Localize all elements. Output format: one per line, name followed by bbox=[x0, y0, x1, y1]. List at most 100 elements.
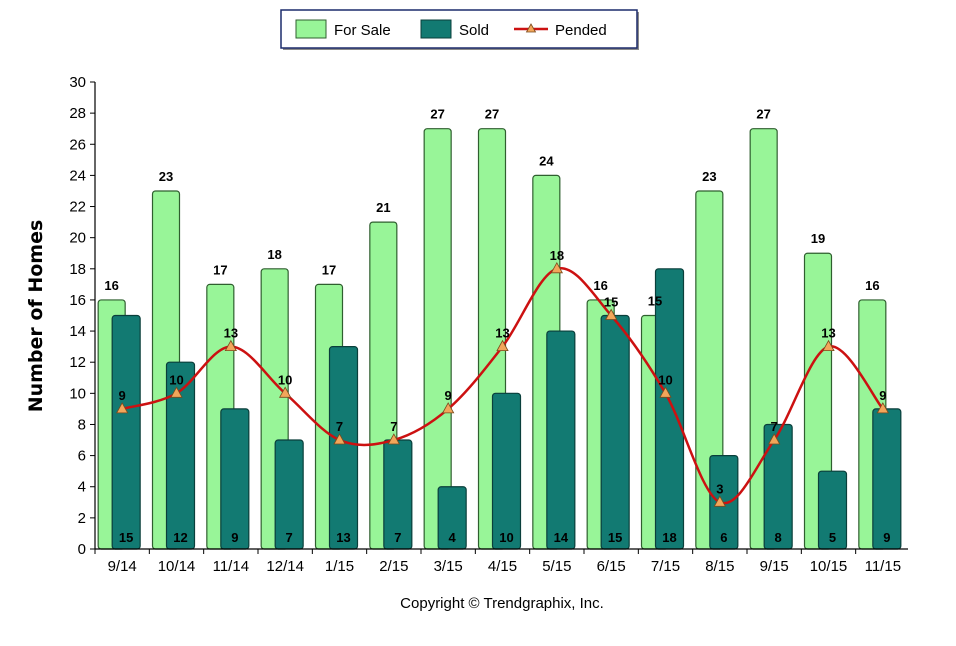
y-tick-label: 12 bbox=[69, 354, 86, 371]
pended-line bbox=[121, 267, 884, 505]
for-sale-value-label: 17 bbox=[213, 262, 227, 277]
y-tick-label: 18 bbox=[69, 261, 86, 278]
x-tick-label: 5/15 bbox=[542, 558, 571, 575]
pended-marker bbox=[224, 339, 238, 352]
legend-for-sale-swatch bbox=[295, 19, 327, 39]
pended-value-label: 13 bbox=[821, 326, 835, 341]
for-sale-value-label: 16 bbox=[104, 278, 118, 293]
pended-marker bbox=[713, 495, 727, 507]
x-tick-label: 7/15 bbox=[651, 558, 680, 575]
for-sale-value-label: 21 bbox=[376, 200, 390, 215]
sold-value-label: 14 bbox=[554, 530, 569, 545]
y-tick-label: 20 bbox=[69, 230, 86, 247]
sold-value-label: 15 bbox=[119, 530, 133, 545]
y-tick-label: 24 bbox=[69, 167, 86, 184]
sold-bar bbox=[546, 330, 576, 550]
plot-area: 16 23 17 18 17 21 27 27 24 16 15 23 27 19 16 15 12 9 7 13 7 4… bbox=[97, 107, 902, 550]
for-sale-value-label: 15 bbox=[648, 294, 662, 309]
y-tick-label: 2 bbox=[78, 510, 86, 527]
sold-bar bbox=[872, 408, 902, 550]
pended-marker bbox=[604, 308, 618, 320]
y-tick-label: 6 bbox=[78, 448, 86, 465]
x-tick-label: 11/14 bbox=[213, 558, 249, 575]
pended-value-label: 15 bbox=[604, 295, 618, 310]
sold-value-label: 4 bbox=[449, 530, 457, 545]
legend-box bbox=[280, 9, 638, 49]
for-sale-value-label: 27 bbox=[485, 107, 499, 122]
x-tick-label: 8/15 bbox=[705, 558, 734, 575]
pended-value-label: 13 bbox=[224, 326, 238, 341]
pended-marker bbox=[496, 339, 509, 352]
x-tick-label: 1/15 bbox=[325, 558, 354, 575]
for-sale-value-label: 17 bbox=[322, 262, 336, 277]
x-tick-label: 3/15 bbox=[434, 558, 463, 575]
sold-bar bbox=[491, 392, 522, 550]
for-sale-value-label: 18 bbox=[267, 247, 281, 262]
legend-sold-swatch bbox=[420, 19, 452, 39]
for-sale-value-label: 19 bbox=[811, 231, 825, 246]
y-tick-label: 10 bbox=[69, 385, 86, 402]
y-tick-label: 8 bbox=[78, 416, 86, 433]
y-tick-label: 26 bbox=[69, 136, 86, 153]
pended-value-label: 9 bbox=[445, 388, 452, 403]
y-tick-label: 30 bbox=[69, 74, 86, 91]
x-tick-label: 12/14 bbox=[266, 558, 304, 575]
sold-bar bbox=[111, 314, 141, 550]
x-tick-label: 9/15 bbox=[760, 558, 789, 575]
for-sale-value-label: 16 bbox=[593, 278, 607, 293]
pended-marker bbox=[387, 433, 401, 445]
pended-marker bbox=[550, 261, 564, 274]
pended-marker bbox=[170, 386, 183, 398]
y-tick-label: 14 bbox=[69, 323, 86, 340]
y-tick-label: 0 bbox=[78, 541, 86, 558]
copyright-text: Copyright © Trendgraphix, Inc. bbox=[400, 595, 604, 612]
for-sale-value-label: 23 bbox=[702, 169, 716, 184]
pended-marker bbox=[822, 339, 835, 352]
sold-value-label: 13 bbox=[336, 530, 350, 545]
pended-value-label: 9 bbox=[119, 388, 126, 403]
legend-pended-label: Pended bbox=[555, 22, 607, 39]
for-sale-value-label: 16 bbox=[865, 278, 879, 293]
y-axis-title: Number of Homes bbox=[25, 220, 47, 413]
sold-value-label: 5 bbox=[829, 530, 836, 545]
pended-marker bbox=[659, 386, 672, 398]
y-tick-label: 22 bbox=[69, 199, 86, 216]
sold-bar bbox=[600, 314, 630, 550]
sold-value-label: 9 bbox=[883, 530, 890, 545]
pended-value-label: 18 bbox=[550, 248, 564, 263]
pended-value-label: 7 bbox=[390, 419, 397, 434]
x-tick-label: 4/15 bbox=[488, 558, 517, 575]
pended-value-label: 3 bbox=[716, 481, 723, 496]
sold-value-label: 7 bbox=[394, 530, 401, 545]
pended-marker bbox=[441, 402, 455, 414]
x-tick-label: 11/15 bbox=[865, 558, 901, 575]
x-tick-label: 9/14 bbox=[108, 558, 137, 575]
sold-bar bbox=[220, 408, 250, 550]
x-tick-label: 10/14 bbox=[158, 558, 196, 575]
x-tick-label: 2/15 bbox=[379, 558, 408, 575]
sold-value-label: 12 bbox=[173, 530, 187, 545]
pended-value-label: 13 bbox=[495, 326, 509, 341]
legend: For Sale Sold Pended bbox=[280, 9, 639, 50]
x-tick-label: 6/15 bbox=[597, 558, 626, 575]
sold-value-label: 7 bbox=[286, 530, 293, 545]
pended-value-label: 10 bbox=[658, 372, 672, 387]
sold-value-label: 6 bbox=[720, 530, 727, 545]
sold-bar bbox=[328, 346, 359, 550]
pended-value-label: 7 bbox=[771, 419, 778, 434]
legend-sold-label: Sold bbox=[459, 22, 489, 39]
y-tick-label: 28 bbox=[69, 105, 86, 122]
pended-marker bbox=[115, 402, 129, 414]
pended-value-label: 9 bbox=[879, 388, 886, 403]
legend-pended-marker bbox=[525, 23, 537, 33]
pended-value-label: 10 bbox=[169, 372, 183, 387]
for-sale-value-label: 27 bbox=[430, 107, 444, 122]
pended-marker bbox=[278, 386, 292, 398]
x-tick-label: 10/15 bbox=[810, 558, 848, 575]
for-sale-value-label: 27 bbox=[756, 107, 770, 122]
y-tick-label: 16 bbox=[69, 292, 86, 309]
sold-value-label: 8 bbox=[775, 530, 782, 545]
